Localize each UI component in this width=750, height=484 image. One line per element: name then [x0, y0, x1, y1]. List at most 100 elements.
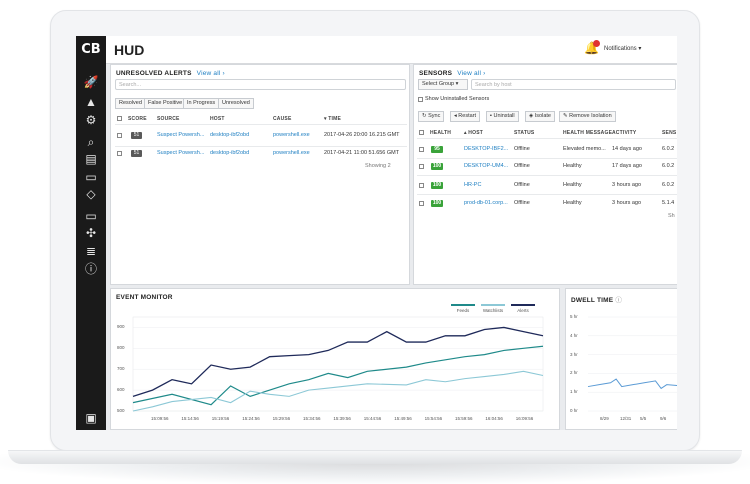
select-group-dropdown[interactable]: Select Group ▾ [418, 79, 468, 90]
row-checkbox[interactable] [419, 147, 424, 152]
sensor-version: 6.0.2 [662, 182, 675, 188]
sensors-view-all-link[interactable]: View all › [457, 70, 486, 77]
col-sensor-host[interactable]: ▴ HOST [464, 130, 483, 136]
col-sensor-version[interactable]: SENS [662, 130, 677, 136]
score-badge: 51 [131, 150, 142, 157]
filter-in-progress-button[interactable]: In Progress [183, 98, 220, 109]
row-checkbox[interactable] [117, 151, 122, 156]
alert-time: 2017-04-21 11:00 51.656 GMT [324, 150, 400, 156]
sensors-showing-count: Sh [668, 213, 675, 219]
y-tick-label: 800 [117, 345, 125, 351]
y-tick-label: 4 hr [570, 332, 578, 338]
filter-resolved-button[interactable]: Resolved [115, 98, 146, 109]
monitor-icon[interactable]: ▭ [85, 209, 97, 223]
select-all-sensors-checkbox[interactable] [419, 130, 424, 135]
alert-source[interactable]: Suspect Powersh... [157, 150, 205, 156]
trash-icon: ▪ [490, 113, 494, 119]
alert-time: 2017-04-26 20:00 16.215 GMT [324, 132, 400, 138]
info-icon[interactable]: ⓘ [615, 297, 623, 304]
row-checkbox[interactable] [117, 133, 122, 138]
notifications-menu[interactable]: Notifications ▾ [604, 46, 642, 52]
show-uninstalled-label[interactable]: Show Uninstalled Sensors [425, 96, 490, 102]
network-icon[interactable]: ✣ [85, 226, 97, 240]
sensors-title: SENSORS [419, 70, 453, 77]
col-host[interactable]: HOST [210, 116, 225, 122]
terminal-icon[interactable]: ▭ [85, 170, 97, 184]
col-health[interactable]: HEALTH [430, 130, 452, 136]
header-divider [417, 138, 677, 139]
row-checkbox[interactable] [419, 183, 424, 188]
y-tick-label: 700 [117, 366, 125, 372]
sensor-host[interactable]: DESKTOP-IBF2... [464, 146, 509, 152]
legend-item[interactable]: Alerts [517, 308, 529, 313]
row-checkbox[interactable] [419, 201, 424, 206]
tag-icon[interactable]: ◇ [86, 187, 96, 201]
app-logo[interactable]: CB [81, 42, 101, 57]
sensor-status: Offline [514, 200, 530, 206]
report-icon[interactable]: ▤ [85, 152, 97, 166]
sensor-activity: 14 days ago [612, 146, 642, 152]
x-tick-label: 15:19:56 [211, 416, 230, 421]
alerts-view-all-link[interactable]: View all › [196, 70, 225, 77]
col-activity[interactable]: ACTIVITY [612, 130, 637, 136]
sensor-status: Offline [514, 163, 530, 169]
dwell-time-chart [587, 316, 677, 412]
alert-host[interactable]: desktop-ibf2obd [210, 132, 250, 138]
server-icon[interactable]: ≣ [85, 244, 97, 258]
x-tick-label: 16:09:56 [515, 416, 534, 421]
alert-source[interactable]: Suspect Powersh... [157, 132, 205, 138]
isolate-button[interactable]: ◈ Isolate [525, 111, 555, 122]
alert-host[interactable]: desktop-ibf2obd [210, 150, 250, 156]
sensor-search-input[interactable]: Search by host [471, 79, 676, 90]
restart-button[interactable]: ◂ Restart [450, 111, 481, 122]
uninstall-button[interactable]: ▪ Uninstall [486, 111, 519, 122]
wrench-icon: ✎ [563, 113, 570, 119]
col-health-message[interactable]: HEALTH MESSAGE [563, 130, 613, 136]
rocket-icon[interactable]: 🚀 [83, 75, 99, 89]
col-time[interactable]: ▾ TIME [324, 116, 342, 122]
alerts-header: UNRESOLVED ALERTS View all › [116, 70, 225, 77]
health-badge: 100 [431, 200, 443, 207]
col-cause[interactable]: CAUSE [273, 116, 292, 122]
event-monitor-panel: EVENT MONITOR Feeds Watchlists Alerts 500 6… [110, 288, 560, 430]
legend-item[interactable]: Watchlists [482, 308, 504, 313]
col-source[interactable]: SOURCE [157, 116, 180, 122]
x-tick-label: 15:24:56 [242, 416, 260, 421]
col-status[interactable]: STATUS [514, 130, 535, 136]
row-checkbox[interactable] [419, 164, 424, 169]
col-score[interactable]: SCORE [128, 116, 147, 122]
filter-unresolved-button[interactable]: Unresolved [218, 98, 254, 109]
search-icon[interactable]: ⌕ [87, 135, 95, 149]
sync-icon: ↻ [422, 113, 429, 119]
filter-false-positive-button[interactable]: False Positive [144, 98, 187, 109]
dwell-time-panel: DWELL TIME ⓘ 0 hr 1 hr 2 hr 3 hr 4 hr 5 hr 8/2… [565, 288, 677, 430]
select-all-checkbox[interactable] [117, 116, 122, 121]
warning-icon[interactable]: ▲ [85, 95, 97, 109]
sensor-host[interactable]: prod-db-01.corp... [464, 200, 508, 206]
sensor-host[interactable]: DESKTOP-UM4... [464, 163, 509, 169]
sensor-status: Offline [514, 146, 530, 152]
shield-icon: ◈ [529, 113, 535, 119]
alert-cause[interactable]: powershell.exe [273, 150, 310, 156]
alerts-title: UNRESOLVED ALERTS [116, 70, 192, 77]
collapse-icon[interactable]: ▣ [85, 411, 97, 425]
sync-button[interactable]: ↻ Sync [418, 111, 445, 122]
y-tick-label: 2 hr [570, 370, 578, 376]
x-tick-label: 15:49:56 [394, 416, 412, 421]
y-tick-label: 1 hr [570, 389, 578, 395]
gear-icon[interactable]: ⚙ [85, 113, 97, 127]
alerts-search-input[interactable]: Search... [115, 79, 406, 90]
sensor-version: 5.1.4 [662, 200, 675, 206]
x-tick-label: 15:54:56 [424, 416, 443, 421]
sensor-version: 6.0.2 [662, 163, 675, 169]
x-tick-label: 15:29:56 [272, 416, 291, 421]
alert-circle-icon[interactable]: ⓘ [84, 262, 97, 276]
restart-icon: ◂ [454, 113, 459, 119]
remove-isolation-button[interactable]: ✎ Remove Isolation [559, 111, 616, 122]
legend-item[interactable]: Feeds [456, 308, 470, 313]
sensor-activity: 3 hours ago [612, 200, 642, 206]
sensor-host[interactable]: HR-PC [464, 182, 482, 188]
show-uninstalled-checkbox[interactable] [418, 97, 423, 102]
alert-cause[interactable]: powershell.exe [273, 132, 310, 138]
health-badge: 95 [431, 146, 443, 153]
